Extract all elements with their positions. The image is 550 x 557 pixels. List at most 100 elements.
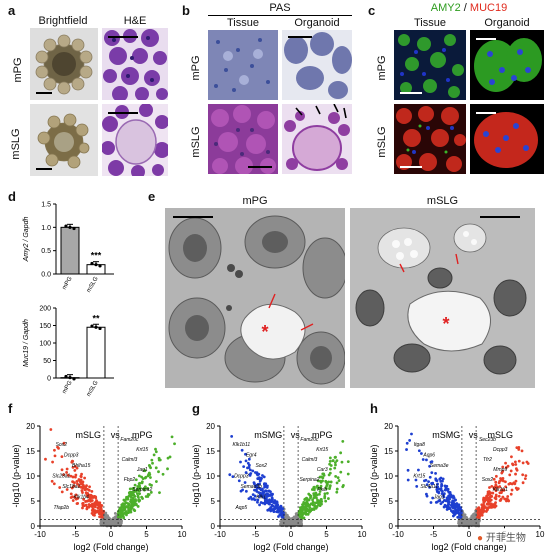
stain-separator: / (460, 2, 470, 14)
data-point (301, 507, 305, 511)
gene-label: Egr4 (246, 453, 257, 459)
significance-mark: *** (91, 251, 102, 261)
data-point (72, 226, 76, 231)
data-point (428, 475, 432, 479)
x-tick-label: 0 (289, 530, 294, 539)
data-point (125, 511, 129, 515)
data-point (523, 477, 527, 481)
volcano-plot-f: mSLG vs mPG -10 -5 0 5 10 0 5 10 15 20 log2 (Fold cha… (11, 422, 187, 552)
data-point (85, 494, 89, 498)
watermark-icon: ● (477, 533, 484, 544)
gene-label: Klk1b1 (493, 487, 509, 493)
plot-title-right: mPG (312, 430, 333, 440)
data-point (56, 445, 59, 449)
scale-bar (400, 166, 422, 168)
y-axis-label: -log10 (p-value) (191, 444, 201, 507)
data-point (239, 489, 243, 493)
data-point (521, 481, 525, 485)
volcano-plot-g: mSMG vs mPG -10 -5 0 5 10 0 5 10 15 20 log2 (Fold cha… (191, 422, 367, 552)
data-point (408, 439, 412, 442)
data-point (231, 475, 235, 478)
data-point (293, 521, 297, 524)
data-point (60, 468, 64, 472)
qpcr-amy2-chart: 0.0 0.5 1.0 1.5 Amy2 / Gapdh mPG *** mSLG (23, 202, 114, 294)
data-point (124, 497, 128, 501)
data-point (138, 492, 141, 496)
data-point (475, 523, 479, 527)
data-point (435, 485, 439, 489)
data-point (90, 499, 94, 502)
data-point (318, 486, 322, 490)
data-point (111, 520, 114, 524)
gene-label: Jag1 (433, 495, 445, 501)
data-point (249, 495, 253, 499)
gene-label: Tfr2 (483, 457, 492, 463)
data-point (447, 497, 450, 501)
data-point (113, 511, 117, 515)
data-point (80, 472, 83, 476)
data-point (120, 520, 123, 523)
data-point (129, 500, 132, 503)
scale-bar (108, 112, 138, 114)
plot-title-right: mPG (132, 430, 153, 440)
gene-label: Aqp5 (234, 505, 247, 511)
data-point (266, 493, 270, 497)
data-point (323, 494, 327, 498)
data-point (248, 468, 252, 472)
data-point (498, 485, 502, 488)
data-point (74, 475, 77, 479)
data-point (247, 457, 251, 461)
data-point (521, 473, 525, 477)
data-point (431, 482, 435, 486)
data-point (256, 500, 259, 504)
data-point (247, 497, 251, 501)
data-point (339, 470, 343, 474)
x-tick-label: -5 (430, 530, 438, 539)
if-organoid-mpg-image (470, 30, 544, 100)
gene-label: Mmp9 (493, 467, 507, 473)
gene-label: Bhlha15 (72, 463, 91, 469)
gene-label: Sox2 (56, 442, 68, 448)
data-point (333, 456, 337, 459)
gene-label: Dcpp3 (493, 447, 508, 453)
data-point (142, 469, 146, 472)
data-point (68, 376, 72, 380)
data-point (120, 507, 124, 511)
data-point (463, 515, 467, 519)
data-point (505, 497, 509, 501)
data-point (87, 505, 91, 509)
data-point (517, 448, 521, 451)
data-point (263, 501, 267, 504)
col-header-organoid: Organoid (294, 17, 340, 29)
y-tick-label: 100 (39, 341, 51, 348)
x-tick-label: 10 (178, 530, 187, 539)
data-point (420, 452, 423, 455)
data-point (62, 473, 66, 477)
data-point (60, 490, 64, 494)
data-point (492, 477, 496, 481)
data-point (284, 518, 287, 522)
data-point (318, 492, 321, 496)
data-point (503, 497, 507, 501)
data-point (98, 264, 102, 268)
data-point (90, 324, 94, 328)
data-point (137, 498, 141, 502)
y-tick-label: 50 (43, 358, 51, 365)
data-point (333, 466, 337, 470)
data-point (259, 501, 263, 504)
data-point (166, 467, 169, 471)
data-point (91, 513, 95, 517)
data-point (251, 497, 255, 501)
data-point (298, 510, 302, 514)
data-point (267, 502, 271, 505)
y-tick-label: 0 (211, 522, 216, 531)
data-point (141, 497, 144, 500)
data-point (104, 511, 108, 515)
data-point (73, 469, 77, 472)
panel-label-e: e (148, 189, 156, 204)
data-point (436, 482, 439, 486)
data-point (406, 478, 410, 482)
data-point (239, 460, 242, 464)
data-point (500, 471, 504, 475)
data-point (72, 377, 76, 381)
